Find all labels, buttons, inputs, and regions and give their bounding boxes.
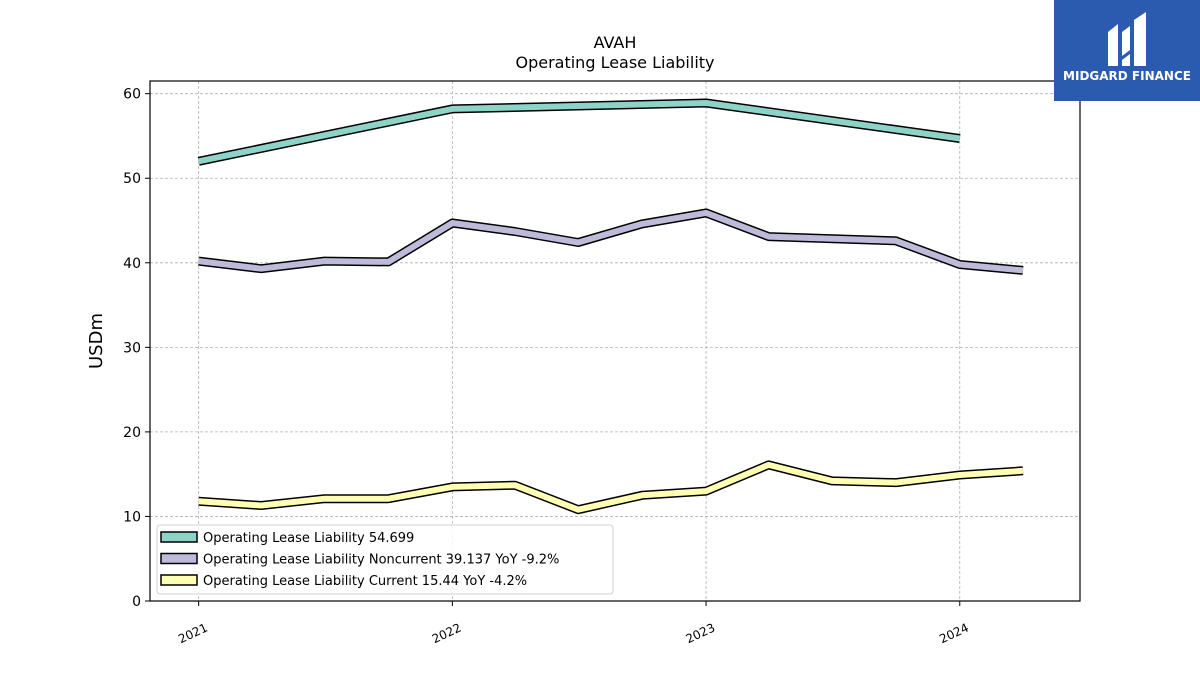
legend-swatch <box>160 552 198 565</box>
x-tick-label: 2023 <box>684 621 718 647</box>
y-tick-label: 60 <box>123 87 141 103</box>
series-line <box>198 208 1024 275</box>
legend: Operating Lease Liability 54.699 Operatin… <box>156 524 614 595</box>
grid <box>150 81 1080 602</box>
legend-entry: Operating Lease Liability 54.699 <box>203 531 414 546</box>
x-axis-ticks: 2021 2022 2023 2024 <box>176 601 971 646</box>
y-tick-label: 20 <box>123 425 141 441</box>
legend-swatch <box>160 531 198 543</box>
plot-series <box>197 98 1024 515</box>
brand-logo: MIDGARD FINANCE <box>1054 0 1200 101</box>
series-line <box>198 460 1024 515</box>
chart-subtitle: Operating Lease Liability <box>515 53 714 72</box>
plot-frame <box>149 80 1081 602</box>
series-line <box>197 98 961 166</box>
y-tick-label: 50 <box>123 171 141 187</box>
midgard-logo-icon <box>1108 12 1146 66</box>
brand-logo-text: MIDGARD FINANCE <box>1063 69 1191 83</box>
x-tick-label: 2022 <box>430 621 464 647</box>
y-axis-ticks: 0 10 20 30 40 50 60 <box>123 87 150 610</box>
legend-frame <box>156 524 614 595</box>
y-tick-label: 0 <box>132 594 141 610</box>
chart-title: AVAH <box>594 33 637 52</box>
x-tick-label: 2024 <box>937 621 971 647</box>
y-axis-label: USDm <box>86 313 107 369</box>
y-tick-label: 30 <box>123 340 141 356</box>
legend-entry: Operating Lease Liability Noncurrent 39.… <box>203 553 559 568</box>
y-tick-label: 40 <box>123 256 141 272</box>
y-tick-label: 10 <box>123 509 141 525</box>
legend-swatch <box>160 574 198 586</box>
legend-entry: Operating Lease Liability Current 15.44 … <box>203 574 527 589</box>
x-tick-label: 2021 <box>176 621 210 647</box>
